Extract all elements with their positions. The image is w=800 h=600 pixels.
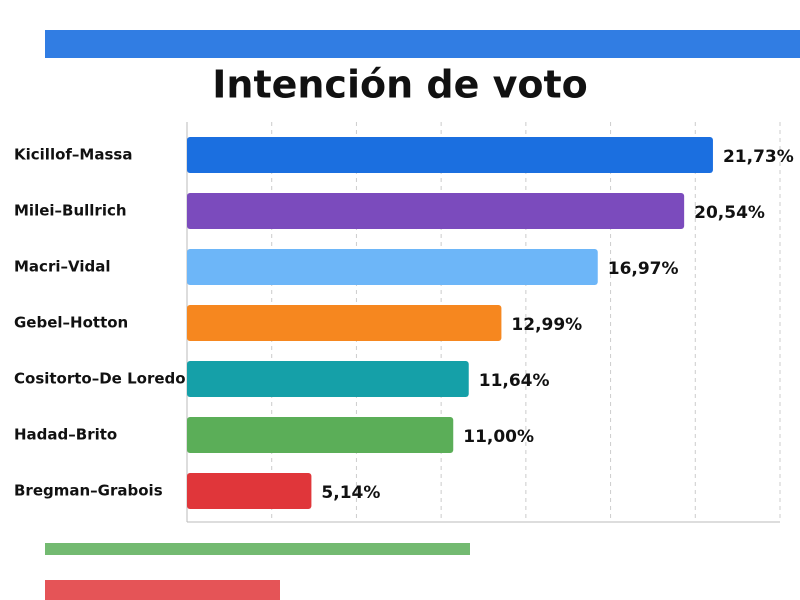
value-label: 20,54% xyxy=(694,203,765,223)
category-label: Hadad–Brito xyxy=(14,426,117,444)
category-label: Kicillof–Massa xyxy=(14,146,132,164)
category-label: Bregman–Grabois xyxy=(14,482,163,500)
bar xyxy=(187,249,598,285)
value-label: 11,00% xyxy=(463,427,534,447)
category-label: Milei–Bullrich xyxy=(14,202,127,220)
value-label: 16,97% xyxy=(608,259,679,279)
bar xyxy=(187,193,685,229)
category-label: Macri–Vidal xyxy=(14,258,110,276)
category-label: Gebel–Hotton xyxy=(14,314,128,332)
value-label: 11,64% xyxy=(479,371,550,391)
value-label: 21,73% xyxy=(723,147,794,167)
bar xyxy=(187,361,469,397)
bar xyxy=(187,473,312,509)
bar xyxy=(187,417,454,453)
decor-band xyxy=(45,30,800,58)
bar xyxy=(187,305,502,341)
decor-band xyxy=(45,58,800,64)
value-label: 12,99% xyxy=(511,315,582,335)
bar xyxy=(187,137,713,173)
chart-title: Intención de voto xyxy=(212,63,587,107)
decor-band xyxy=(45,580,280,600)
decor-band xyxy=(45,543,470,555)
value-label: 5,14% xyxy=(321,483,380,503)
category-label: Cositorto–De Loredo xyxy=(14,370,186,388)
